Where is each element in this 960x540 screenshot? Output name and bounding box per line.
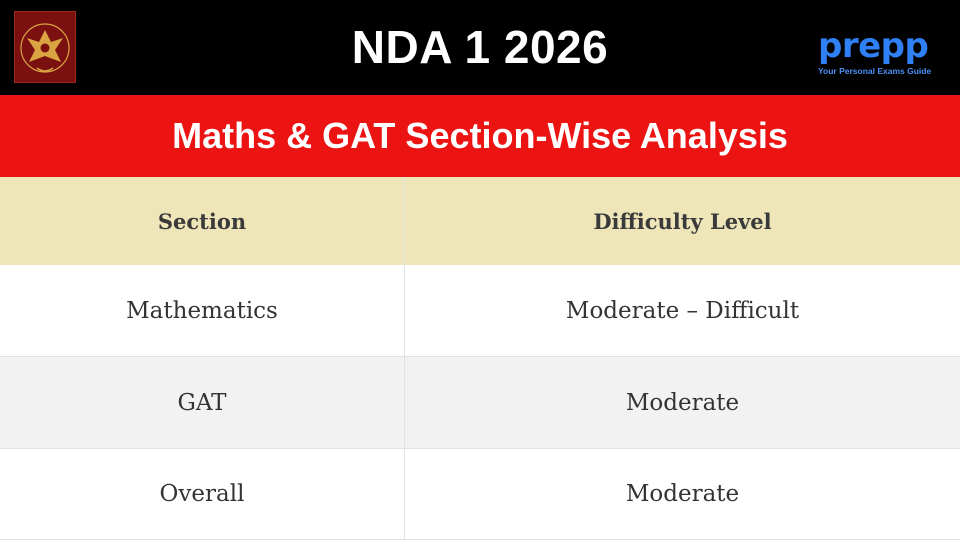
prepp-tagline: Your Personal Exams Guide xyxy=(818,66,932,76)
section-cell: GAT xyxy=(177,389,227,416)
difficulty-cell: Moderate xyxy=(625,389,740,416)
section-cell: Overall xyxy=(159,481,245,507)
section-cell: Mathematics xyxy=(126,297,278,324)
difficulty-cell: Moderate – Difficult xyxy=(565,297,800,324)
table-header-row: Section Difficulty Level xyxy=(0,177,960,266)
column-header-section: Section xyxy=(157,208,247,234)
difficulty-cell: Moderate xyxy=(625,481,740,507)
top-banner: NDA 1 2026 prepp Your Personal Exams Gui… xyxy=(0,0,960,95)
page-title: NDA 1 2026 xyxy=(351,21,609,73)
analysis-table: Section Difficulty Level Mathematics Mod… xyxy=(0,177,960,540)
subtitle-banner: Maths & GAT Section-Wise Analysis xyxy=(0,95,960,177)
nda-emblem-icon xyxy=(14,11,76,83)
table-row: GAT Moderate xyxy=(0,357,960,449)
table-row: Overall Moderate xyxy=(0,449,960,540)
column-header-difficulty: Difficulty Level xyxy=(593,208,772,234)
column-divider xyxy=(404,177,405,540)
table-row: Mathematics Moderate – Difficult xyxy=(0,265,960,357)
prepp-logo: prepp xyxy=(818,26,929,66)
prepp-brand: prepp Your Personal Exams Guide xyxy=(818,28,953,86)
section-analysis-title: Maths & GAT Section-Wise Analysis xyxy=(172,115,788,156)
